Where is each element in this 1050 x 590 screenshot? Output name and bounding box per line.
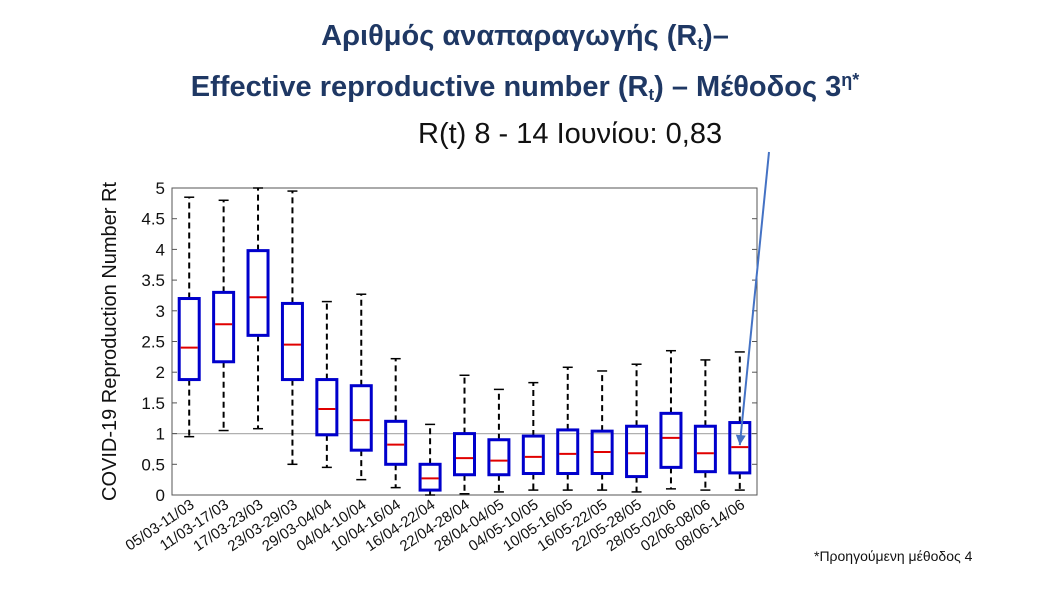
title-line-1-suffix: )–: [703, 20, 729, 52]
y-tick-label: 3.5: [141, 271, 165, 290]
title-line-2: Effective reproductive number (Rt) – Μέθ…: [0, 62, 1050, 113]
box: [212, 290, 236, 364]
title-line-1-subscript: t: [697, 34, 704, 53]
y-tick-label: 4.5: [141, 210, 165, 229]
y-tick-label: 2.5: [141, 333, 165, 352]
box: [418, 462, 442, 492]
title-line-2-superscript: η*: [841, 70, 860, 90]
box: [693, 424, 717, 474]
box: [556, 428, 580, 476]
title-line-2-subscript: t: [648, 85, 655, 104]
box: [487, 438, 511, 477]
title-line-1: Αριθμός αναπαραγωγής (Rt)–: [0, 18, 1050, 62]
annotation-arrow-head: [735, 434, 746, 446]
box: [625, 424, 649, 479]
title-line-1-text: Αριθμός αναπαραγωγής (R: [321, 20, 698, 52]
y-tick-label: 1: [156, 425, 165, 444]
y-tick-label: 1.5: [141, 394, 165, 413]
box: [453, 432, 476, 477]
rt-annotation: R(t) 8 - 14 Ιουνίου: 0,83: [418, 118, 723, 150]
box: [315, 378, 339, 437]
box: [590, 429, 614, 476]
box: [384, 419, 408, 466]
box: [280, 301, 304, 382]
y-tick-label: 0.5: [141, 455, 165, 474]
y-tick-label: 5: [156, 179, 165, 198]
y-tick-label: 2: [156, 363, 165, 382]
box: [349, 384, 373, 452]
y-tick-label: 0: [156, 486, 165, 505]
y-axis-label: COVID-19 Reproduction Number Rt: [99, 182, 121, 501]
title-line-2-text: Effective reproductive number (R: [190, 71, 649, 103]
box: [246, 249, 270, 337]
box: [728, 421, 752, 475]
box: [659, 411, 683, 469]
box: [177, 297, 201, 382]
annotation-arrow-line: [738, 151, 770, 446]
footnote: *Προηγούμενη μέθοδος 4: [814, 548, 973, 564]
box: [521, 434, 545, 476]
plot-frame: [171, 187, 758, 496]
y-tick-label: 4: [156, 240, 165, 259]
title-line-2-method: ) – Μέθοδος 3: [654, 71, 842, 103]
y-tick-label: 3: [156, 302, 165, 321]
